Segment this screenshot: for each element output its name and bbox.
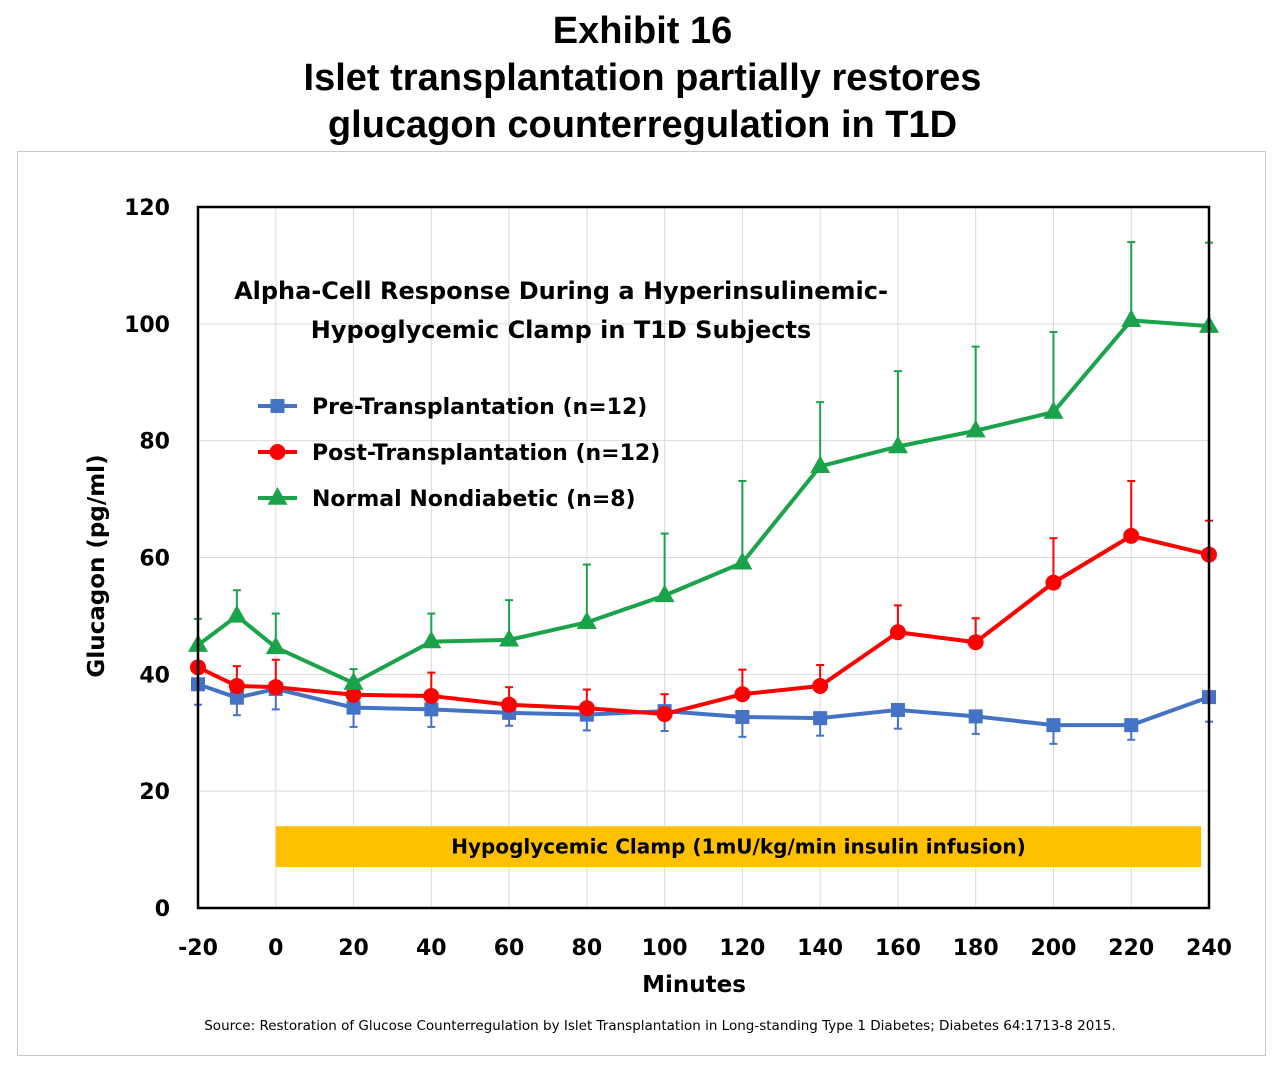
series-lines [196,318,1210,728]
x-tick-label: 220 [1108,936,1154,961]
y-tick-label: 120 [124,196,170,221]
circle-marker [423,687,440,704]
triangle-marker [267,487,288,505]
circle-marker [269,444,286,460]
exhibit-header: Exhibit 16 Islet transplantation partial… [0,8,1285,149]
square-marker [346,700,361,715]
x-tick-label: 200 [1030,936,1076,961]
square-marker [735,709,750,724]
source-note: Source: Restoration of Glucose Counterre… [204,1018,1116,1034]
square-marker [1124,718,1139,733]
x-tick-label: 80 [572,936,603,961]
x-tick-label: 160 [875,936,921,961]
circle-marker [1123,527,1140,544]
triangle-marker [654,584,675,603]
triangle-marker [965,419,986,438]
x-tick-label: 240 [1186,936,1232,961]
plot-area-border [196,205,1211,910]
x-tick-label: 180 [953,936,999,961]
triangle-marker [226,605,247,623]
x-tick-label: 0 [268,936,283,961]
chart-title-line-2: Hypoglycemic Clamp in T1D Subjects [311,316,811,344]
circle-marker [1045,574,1062,591]
circle-marker [501,696,518,713]
circle-marker [228,678,245,695]
chart-title-line-1: Alpha-Cell Response During a Hyperinsuli… [234,277,888,305]
y-tick-label: 100 [124,313,170,338]
x-tick-label: 60 [494,936,525,961]
x-tick-label: 40 [416,936,447,961]
x-tick-label: 20 [338,936,369,961]
triangle-marker [810,455,831,474]
x-tick-label: 120 [719,936,765,961]
triangle-marker [732,551,753,570]
clamp-band-label: Hypoglycemic Clamp (1mU/kg/min insulin i… [451,835,1025,859]
triangle-marker [576,611,597,630]
clamp-band [275,826,1202,868]
triangle-marker [343,672,364,690]
square-marker [1046,718,1061,733]
triangle-marker [887,435,908,454]
square-marker [229,690,244,705]
circle-marker [267,679,284,696]
exhibit-title-line-1: Islet transplantation partially restores [303,57,982,99]
circle-marker [889,624,906,641]
legend: Pre-Transplantation (n=12) Post-Transplan… [258,395,660,512]
square-marker [813,711,828,726]
legend-label: Normal Nondiabetic (n=8) [312,487,636,512]
circle-marker [734,686,751,703]
circle-marker [656,706,673,723]
triangle-marker [1121,309,1142,328]
y-tick-label: 20 [139,780,170,805]
triangle-marker [421,630,442,649]
x-tick-label: -20 [178,936,218,961]
square-marker [424,702,439,717]
exhibit-number: Exhibit 16 [552,10,733,52]
square-marker [270,399,285,413]
legend-label: Post-Transplantation (n=12) [312,441,660,466]
y-tick-label: 0 [155,897,170,922]
tick-labels: 0 20 40 60 80 100 120 -20 0 20 40 60 80 100 120 140 160 1… [124,196,1232,961]
y-tick-label: 40 [139,663,170,688]
circle-marker [345,686,362,703]
legend-label: Pre-Transplantation (n=12) [312,395,647,420]
triangle-marker [265,636,286,655]
square-marker [890,702,905,717]
y-tick-label: 80 [139,430,170,455]
x-tick-label: 100 [642,936,688,961]
circle-marker [812,678,829,695]
gridlines [198,207,1209,908]
chart-frame [17,151,1266,1056]
exhibit-title-line-2: glucagon counterregulation in T1D [327,104,958,146]
circle-marker [578,700,595,717]
y-tick-label: 60 [139,547,170,572]
y-axis-label: Glucagon (pg/ml) [84,454,110,677]
triangle-marker [1043,401,1064,419]
square-marker [968,709,983,724]
x-tick-label: 140 [797,936,843,961]
series-markers [188,309,1219,733]
triangle-marker [499,628,520,647]
circle-marker [967,634,984,651]
x-axis-label: Minutes [642,972,746,998]
clamp-band-group: Hypoglycemic Clamp (1mU/kg/min insulin i… [275,826,1202,868]
